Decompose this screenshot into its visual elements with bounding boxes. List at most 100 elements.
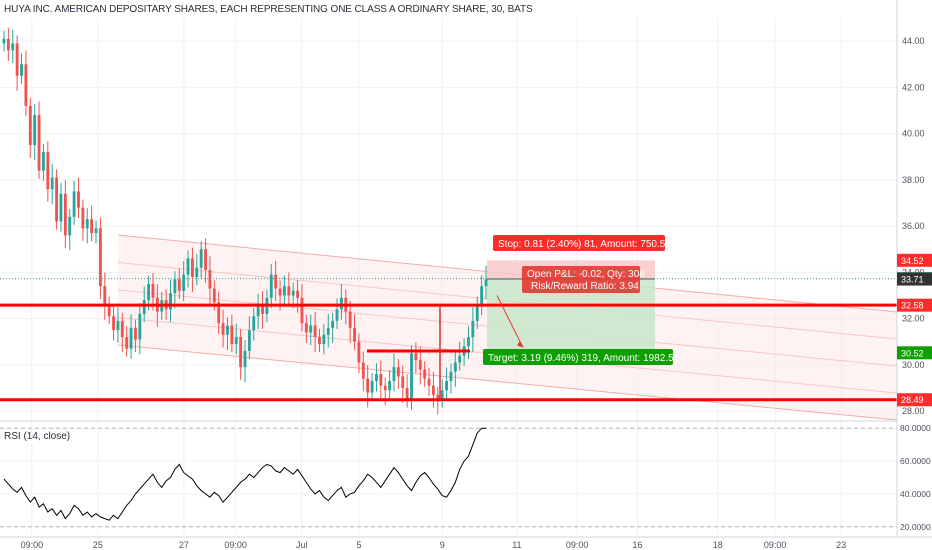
candle-body xyxy=(274,274,278,289)
candle-body xyxy=(226,325,229,335)
candle-body xyxy=(261,304,264,314)
candle-body xyxy=(221,323,225,335)
price-tag-bg xyxy=(897,298,932,312)
candle-body xyxy=(112,316,115,331)
target-label-bg xyxy=(483,349,673,365)
price-tick-label: 30.00 xyxy=(902,360,925,370)
time-tick-label: 18 xyxy=(713,540,723,550)
rsi-line xyxy=(3,427,486,521)
candle-body xyxy=(348,311,352,328)
candle-body xyxy=(388,381,392,391)
candle-body xyxy=(208,270,212,289)
candle-body xyxy=(366,378,370,393)
candle-body xyxy=(361,362,365,379)
candle-body xyxy=(199,249,203,268)
time-tick-label: 23 xyxy=(836,540,846,550)
candle-body xyxy=(256,304,260,317)
time-tick-label: 25 xyxy=(93,540,103,550)
candle-body xyxy=(81,207,85,229)
rsi-tick-label: 80.0000 xyxy=(900,423,931,433)
candle-body xyxy=(177,279,181,291)
candle-body xyxy=(331,320,335,328)
price-tag: 33.71 xyxy=(901,275,924,285)
price-tag: 30.52 xyxy=(901,348,924,358)
candle-body xyxy=(55,177,59,222)
candle-body xyxy=(42,152,45,171)
candle-body xyxy=(63,193,67,236)
candle-body xyxy=(392,367,396,382)
candle-body xyxy=(458,355,462,363)
price-tick-label: 40.00 xyxy=(902,129,925,139)
candle-body xyxy=(287,286,291,296)
candle-body xyxy=(68,216,72,236)
candle-body xyxy=(283,286,286,296)
candle-body xyxy=(46,152,50,190)
time-tick-label: 09:00 xyxy=(566,540,589,550)
time-tick-label: 09:00 xyxy=(224,540,247,550)
candle-body xyxy=(414,353,418,361)
price-tick-label: 38.00 xyxy=(902,175,925,185)
candle-body xyxy=(318,337,321,345)
candle-body xyxy=(33,115,37,146)
candle-body xyxy=(107,304,111,317)
candle-body xyxy=(116,320,120,331)
candle-body xyxy=(309,325,313,333)
candle-body xyxy=(125,337,129,349)
price-tag-bg xyxy=(897,346,932,360)
candle-body xyxy=(20,64,23,76)
candle-body xyxy=(138,313,142,340)
time-tick-label: Jul xyxy=(296,540,308,550)
candle-body xyxy=(484,279,488,287)
candle-body xyxy=(230,325,234,345)
price-tick-label: 42.00 xyxy=(902,82,925,92)
candle-body xyxy=(291,290,295,296)
candle-body xyxy=(217,302,221,324)
candle-body xyxy=(405,387,409,400)
candle-body xyxy=(467,337,470,347)
rsi-tick-label: 60.0000 xyxy=(900,456,931,466)
candle-body xyxy=(147,283,151,301)
price-tag-bg xyxy=(897,253,932,267)
candle-body xyxy=(186,258,190,275)
candle-body xyxy=(15,43,19,76)
projection-arrow xyxy=(496,295,524,348)
candle-body xyxy=(449,371,453,382)
candle-body xyxy=(313,325,317,338)
candle-body xyxy=(427,378,431,386)
pnl-label: Open P&L: -0.02, Qty: 308 xyxy=(527,269,645,280)
candle-body xyxy=(98,228,102,287)
candle-body xyxy=(370,381,374,393)
candle-body xyxy=(383,385,387,391)
candle-body xyxy=(396,367,400,377)
candle-body xyxy=(339,297,343,310)
candle-body xyxy=(72,191,76,217)
candle-body xyxy=(151,283,155,298)
candle-body xyxy=(243,350,247,368)
candle-body xyxy=(28,105,32,146)
candle-body xyxy=(418,360,422,370)
candle-body xyxy=(335,309,339,321)
candle-body xyxy=(90,219,94,234)
price-tick-label: 28.00 xyxy=(902,406,925,416)
rsi-title: RSI (14, close) xyxy=(4,431,71,442)
candle-body xyxy=(300,297,304,324)
candle-body xyxy=(24,64,28,106)
candle-body xyxy=(453,362,457,372)
rsi-tick-label: 20.0000 xyxy=(900,522,931,532)
target-label: Target: 3.19 (9.46%) 319, Amount: 1982.5… xyxy=(488,353,680,364)
candle-body xyxy=(322,334,326,345)
candle-body xyxy=(204,249,207,271)
time-tick-label: 16 xyxy=(632,540,642,550)
stop-label-bg xyxy=(493,235,665,251)
candle-body xyxy=(480,286,484,305)
candle-body xyxy=(59,193,63,222)
price-tick-label: 36.00 xyxy=(902,221,925,231)
candle-body xyxy=(142,300,146,314)
candle-body xyxy=(357,341,361,363)
candle-body xyxy=(120,320,124,338)
candle-body xyxy=(103,286,107,305)
candle-body xyxy=(212,288,216,303)
candle-body xyxy=(304,323,308,333)
